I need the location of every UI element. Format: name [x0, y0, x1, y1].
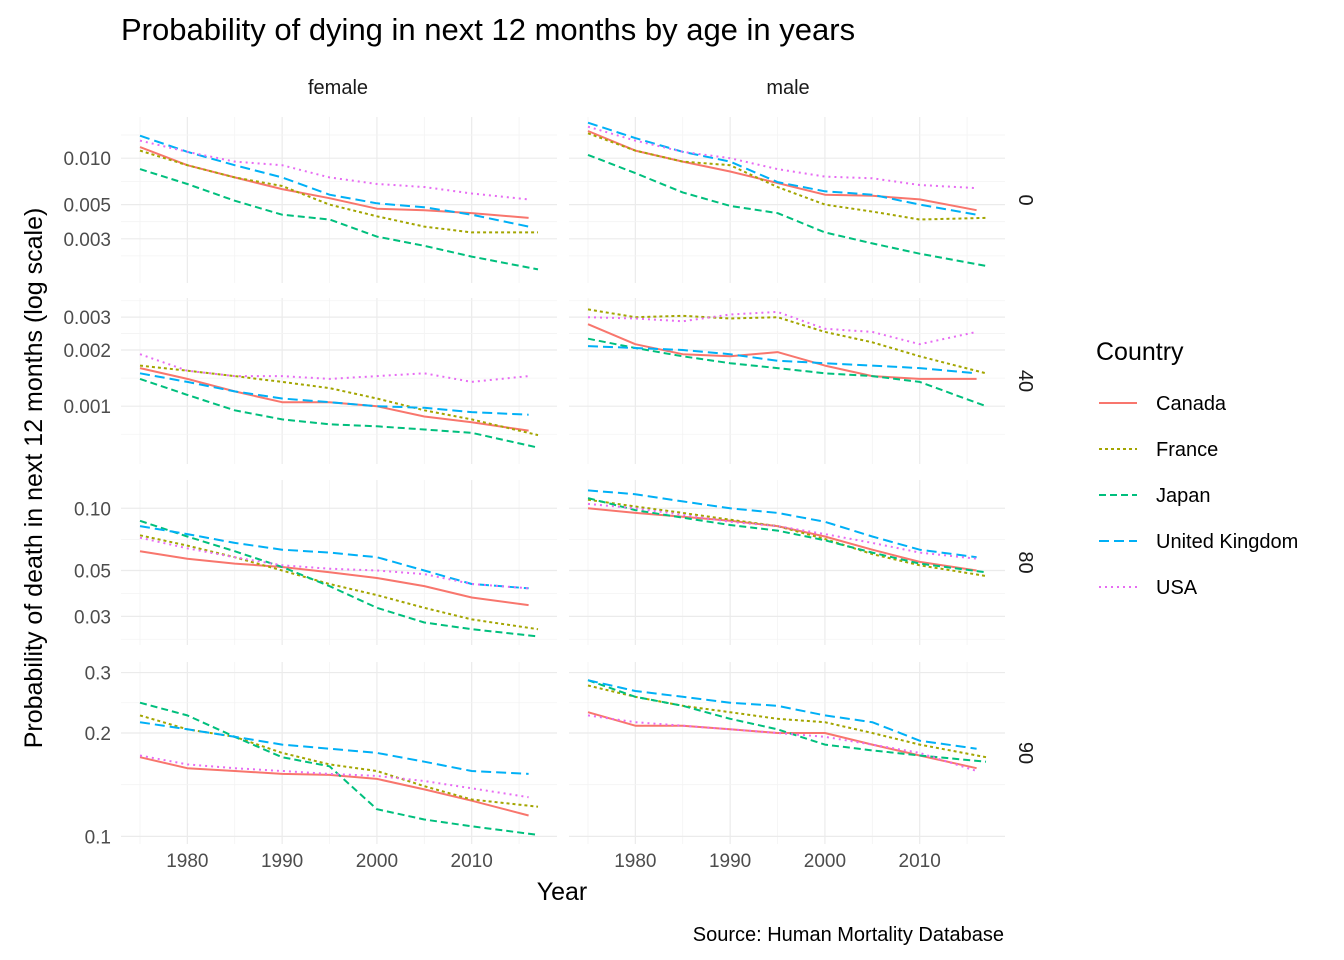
- legend-label-japan: Japan: [1156, 485, 1211, 507]
- y-tick-label: 0.1: [85, 827, 111, 848]
- series-line-japan: [587, 679, 987, 763]
- panel-series-male-80: [587, 489, 987, 577]
- series-line-united-kingdom: [139, 525, 529, 590]
- y-tick-label: 0.10: [74, 499, 111, 520]
- chart-caption: Source: Human Mortality Database: [693, 924, 1004, 946]
- y-tick-label: 0.03: [74, 607, 111, 628]
- series-line-canada: [587, 507, 977, 572]
- y-tick-label: 0.003: [63, 308, 111, 329]
- y-tick-label: 0.3: [85, 664, 111, 685]
- series-line-france: [587, 132, 987, 221]
- series-line-canada: [139, 756, 529, 817]
- y-tick-label: 0.05: [74, 561, 111, 582]
- y-tick-label: 0.2: [85, 724, 111, 745]
- series-line-canada: [139, 550, 529, 607]
- y-axis-title: Probability of death in next 12 months (…: [20, 208, 48, 749]
- series-line-france: [587, 684, 987, 759]
- panel-series-male-0: [587, 121, 987, 267]
- legend-title: Country: [1096, 338, 1184, 366]
- series-line-canada: [587, 323, 977, 380]
- strip-label-male: male: [766, 77, 809, 99]
- panel-female-40: [121, 298, 557, 464]
- series-line-united-kingdom: [139, 721, 529, 775]
- y-tick-label: 0.001: [63, 397, 111, 418]
- x-tick-label: 2000: [356, 851, 398, 872]
- series-line-usa: [139, 139, 529, 201]
- series-line-france: [139, 364, 539, 437]
- x-tick-label: 1980: [614, 851, 656, 872]
- series-line-usa: [587, 125, 977, 190]
- facet-panels: [121, 117, 1005, 844]
- strip-label-age-90: 90: [1014, 742, 1036, 764]
- x-tick-label: 1980: [166, 851, 208, 872]
- legend-label-canada: Canada: [1156, 393, 1227, 415]
- facet-strips: female male 0 40 80 90: [308, 77, 1036, 764]
- series-line-japan: [139, 519, 539, 638]
- panel-female-0: [121, 117, 557, 283]
- series-line-usa: [139, 536, 529, 590]
- x-tick-label: 2010: [899, 851, 941, 872]
- series-line-united-kingdom: [139, 134, 529, 228]
- x-tick-label: 2010: [451, 851, 493, 872]
- series-line-usa: [587, 502, 977, 560]
- panel-male-0: [569, 117, 1005, 283]
- y-tick-label: 0.005: [63, 196, 111, 217]
- series-line-japan: [139, 168, 539, 271]
- strip-label-age-0: 0: [1014, 194, 1036, 205]
- series-line-france: [139, 149, 538, 234]
- panel-series-male-90: [587, 679, 987, 772]
- panel-series-female-80: [139, 519, 539, 638]
- legend: Country Canada France Japan United Kingdom U…: [1096, 338, 1298, 599]
- strip-label-female: female: [308, 77, 368, 99]
- series-line-japan: [587, 153, 987, 267]
- x-tick-label: 2000: [804, 851, 846, 872]
- panel-male-80: [569, 480, 1005, 645]
- panel-series-female-90: [139, 701, 539, 836]
- legend-label-france: France: [1156, 439, 1218, 461]
- y-tick-label: 0.002: [63, 341, 111, 362]
- series-line-canada: [587, 711, 977, 770]
- series-line-usa: [139, 353, 529, 383]
- x-tick-label: 1990: [709, 851, 751, 872]
- x-axis-title: Year: [537, 878, 588, 906]
- panel-male-90: [569, 662, 1005, 844]
- series-line-japan: [587, 337, 987, 408]
- panel-series-female-0: [139, 134, 539, 271]
- legend-label-united-kingdom: United Kingdom: [1156, 531, 1298, 553]
- panel-series-male-40: [587, 308, 987, 408]
- y-tick-label: 0.003: [63, 230, 111, 251]
- panel-female-90: [121, 662, 557, 844]
- panel-male-40: [569, 298, 1005, 464]
- series-line-canada: [139, 146, 529, 219]
- series-line-japan: [139, 701, 539, 836]
- panel-series-female-40: [139, 353, 539, 449]
- chart-title: Probability of dying in next 12 months b…: [121, 12, 855, 47]
- series-line-france: [139, 534, 539, 631]
- axis-ticks: 0.003 0.005 0.010 0.001 0.002 0.003 0.03 0.05 0.…: [63, 149, 940, 872]
- series-line-usa: [587, 714, 977, 772]
- series-line-united-kingdom: [587, 121, 977, 216]
- series-line-canada: [139, 367, 529, 432]
- strip-label-age-80: 80: [1014, 551, 1036, 573]
- series-line-japan: [139, 377, 539, 449]
- series-line-usa: [139, 754, 529, 799]
- series-line-united-kingdom: [139, 372, 529, 416]
- series-line-france: [139, 714, 539, 808]
- x-tick-label: 1990: [261, 851, 303, 872]
- series-line-united-kingdom: [587, 345, 977, 375]
- panel-female-80: [121, 480, 557, 645]
- strip-label-age-40: 40: [1014, 370, 1036, 392]
- legend-label-usa: USA: [1156, 577, 1198, 599]
- series-line-united-kingdom: [587, 489, 977, 559]
- series-line-japan: [587, 497, 987, 574]
- series-line-france: [587, 308, 987, 375]
- series-line-united-kingdom: [587, 679, 977, 750]
- y-tick-label: 0.010: [63, 149, 111, 170]
